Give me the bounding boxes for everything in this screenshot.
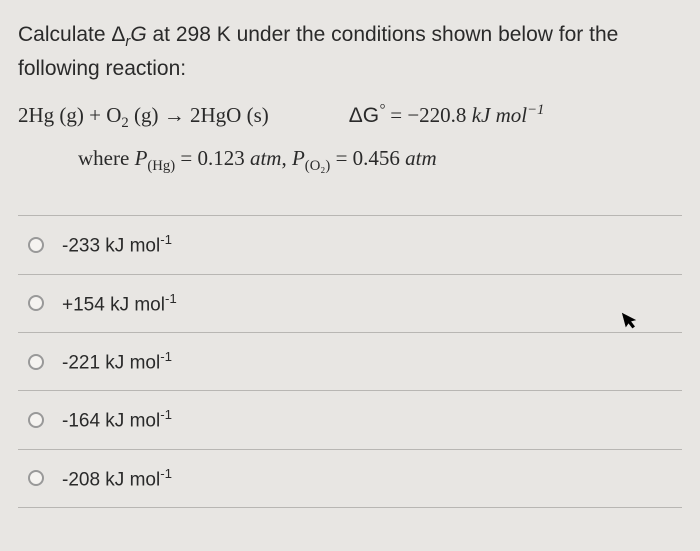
- option-d-exp: -1: [160, 407, 172, 422]
- p-o2-sub: (O₂): [305, 158, 331, 174]
- option-c-value: -221 kJ mol: [62, 352, 160, 373]
- option-e[interactable]: -208 kJ mol-1: [18, 450, 682, 508]
- option-d[interactable]: -164 kJ mol-1: [18, 391, 682, 449]
- equation-row: 2Hg (g) + O2 (g) → 2HgO (s) ΔG° = −220.8…: [18, 102, 682, 132]
- p-hg-label: P: [135, 146, 148, 170]
- option-a[interactable]: -233 kJ mol-1: [18, 216, 682, 274]
- delta-symbol: Δ: [111, 23, 125, 46]
- question-prompt: Calculate ΔrG at 298 K under the conditi…: [18, 20, 682, 84]
- option-b-exp: -1: [165, 291, 177, 306]
- radio-icon: [28, 295, 44, 311]
- options-list: -233 kJ mol-1 +154 kJ mol-1 -221 kJ mol-…: [18, 215, 682, 508]
- deltaG-label: ΔG: [349, 104, 379, 127]
- option-b[interactable]: +154 kJ mol-1: [18, 275, 682, 333]
- option-a-text: -233 kJ mol-1: [62, 232, 172, 257]
- prompt-text-1: Calculate: [18, 23, 111, 46]
- p-hg-unit: atm: [250, 146, 282, 170]
- delta-G: G: [130, 23, 146, 46]
- radio-icon: [28, 354, 44, 370]
- option-b-value: +154 kJ mol: [62, 294, 165, 315]
- option-d-value: -164 kJ mol: [62, 411, 160, 432]
- option-c-exp: -1: [160, 349, 172, 364]
- p-o2-unit: atm: [405, 146, 437, 170]
- p-hg-sub: (Hg): [147, 158, 175, 174]
- option-b-text: +154 kJ mol-1: [62, 291, 177, 316]
- option-e-exp: -1: [160, 466, 172, 481]
- where-label: where: [78, 146, 135, 170]
- delta-g-standard: ΔG° = −220.8 kJ mol−1: [349, 102, 545, 128]
- p-sep: ,: [281, 146, 292, 170]
- reaction-mid: (g) → 2HgO (s): [129, 103, 269, 127]
- p-o2-val: = 0.456: [330, 146, 405, 170]
- option-e-value: -208 kJ mol: [62, 469, 160, 490]
- deltaG-unit: kJ mol: [472, 103, 527, 127]
- option-a-exp: -1: [160, 232, 172, 247]
- reaction-equation: 2Hg (g) + O2 (g) → 2HgO (s): [18, 103, 269, 132]
- p-o2-label: P: [292, 146, 305, 170]
- radio-icon: [28, 237, 44, 253]
- deltaG-value: = −220.8: [385, 103, 472, 127]
- radio-icon: [28, 470, 44, 486]
- option-a-value: -233 kJ mol: [62, 236, 160, 257]
- option-c-text: -221 kJ mol-1: [62, 349, 172, 374]
- option-e-text: -208 kJ mol-1: [62, 466, 172, 491]
- option-d-text: -164 kJ mol-1: [62, 407, 172, 432]
- deltaG-exp: −1: [527, 102, 544, 118]
- option-c[interactable]: -221 kJ mol-1: [18, 333, 682, 391]
- where-conditions: where P(Hg) = 0.123 atm, P(O₂) = 0.456 a…: [78, 146, 682, 175]
- reaction-lhs: 2Hg (g) + O: [18, 103, 121, 127]
- p-hg-val: = 0.123: [175, 146, 250, 170]
- reaction-o2-sub: 2: [121, 115, 128, 131]
- radio-icon: [28, 412, 44, 428]
